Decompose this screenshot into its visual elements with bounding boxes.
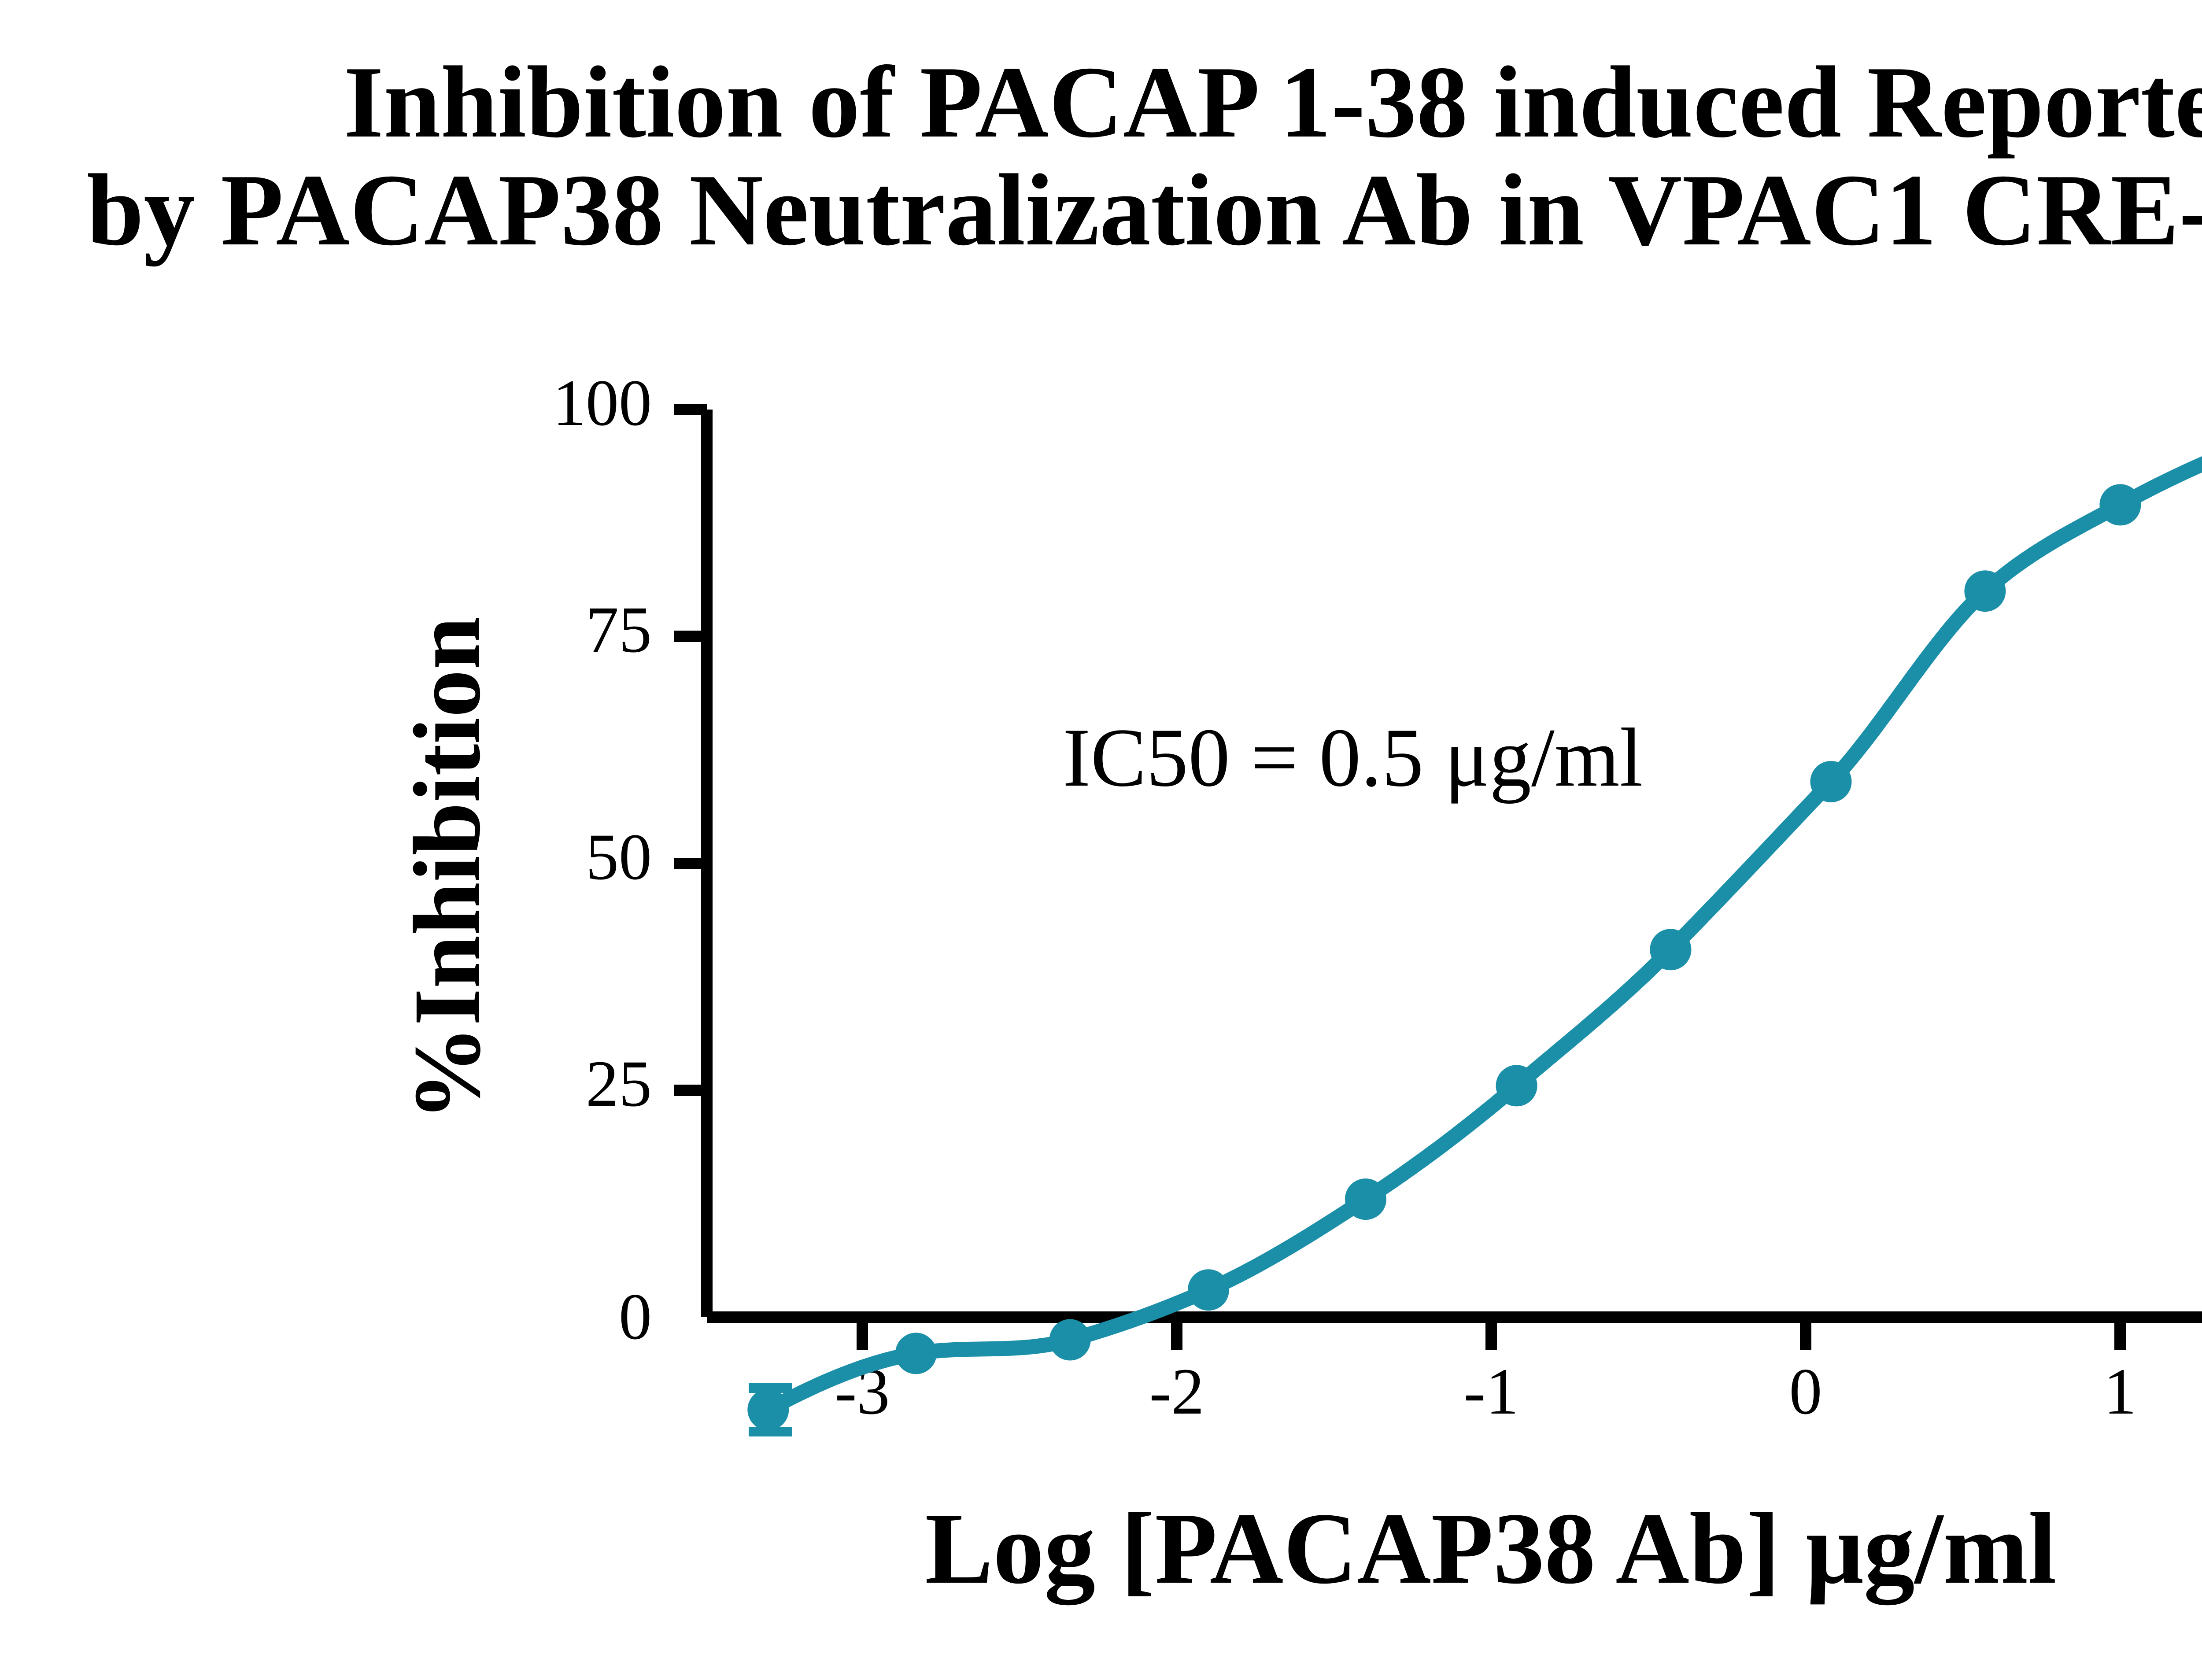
svg-text:%Inhibition: %Inhibition [394,617,500,1121]
svg-text:0: 0 [1789,1355,1822,1428]
svg-text:100: 100 [553,366,652,439]
svg-text:Log [PACAP38 Ab] μg/ml: Log [PACAP38 Ab] μg/ml [925,1492,2057,1605]
svg-text:Inhibition of PACAP 1-38 induc: Inhibition of PACAP 1-38 induced Reporte… [344,45,2202,159]
svg-text:by PACAP38 Neutralization Ab i: by PACAP38 Neutralization Ab in VPAC1 CR… [87,153,2202,267]
svg-text:50: 50 [586,820,652,894]
svg-text:0: 0 [619,1280,652,1353]
svg-text:1: 1 [2104,1355,2137,1428]
svg-text:IC50 = 0.5 μg/ml: IC50 = 0.5 μg/ml [1063,712,1643,804]
svg-text:75: 75 [586,593,652,666]
svg-text:25: 25 [586,1047,652,1120]
svg-text:-1: -1 [1464,1355,1519,1428]
svg-text:-2: -2 [1149,1355,1204,1428]
